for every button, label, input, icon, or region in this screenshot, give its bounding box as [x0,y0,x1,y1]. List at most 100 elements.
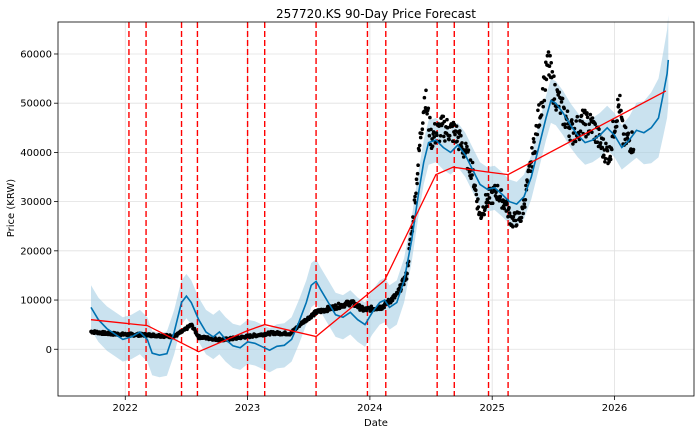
actual-price-point [415,171,420,176]
actual-price-point [567,134,571,138]
actual-price-point [532,140,536,144]
actual-price-point [468,158,473,162]
actual-price-point [420,131,424,136]
actual-price-point [552,97,557,101]
actual-price-point [523,198,528,202]
actual-price-point [451,139,455,143]
actual-price-point [631,147,636,152]
actual-price-point [493,183,497,188]
actual-price-point [414,177,419,181]
actual-price-point [342,305,347,309]
actual-price-point [623,125,628,130]
actual-price-point [626,131,631,136]
actual-price-point [603,160,607,164]
actual-price-point [454,124,459,128]
y-tick-label: 60000 [20,49,52,60]
actual-price-point [521,211,525,216]
actual-price-point [593,122,597,126]
actual-price-point [519,215,524,220]
actual-price-point [473,183,478,188]
actual-price-point [428,115,432,120]
actual-price-point [570,118,574,122]
actual-price-point [610,147,614,152]
actual-price-point [574,119,578,123]
actual-price-point [587,122,591,126]
actual-price-point [482,212,487,217]
actual-price-point [549,61,553,65]
actual-price-point [571,131,576,135]
x-tick-label: 2026 [602,403,627,414]
actual-price-point [585,111,589,115]
actual-price-point [565,109,570,113]
actual-price-point [535,132,540,137]
actual-price-point [432,135,437,139]
trend-line [90,90,667,353]
actual-price-point [412,198,417,202]
actual-price-point [499,188,504,192]
actual-price-point [550,70,555,74]
actual-price-point [533,150,537,154]
x-tick-label: 2023 [235,403,260,414]
actual-price-point [552,74,556,78]
actual-price-point [536,108,540,113]
actual-price-point [583,108,587,113]
actual-price-point [548,53,552,58]
actual-price-point [447,137,451,142]
actual-price-point [476,197,480,201]
actual-price-point [461,155,466,159]
actual-price-point [415,181,419,186]
actual-price-point [390,298,395,303]
actual-price-point [597,127,601,131]
actual-price-point [505,202,509,206]
actual-price-point [404,277,409,281]
actual-price-point [502,206,507,211]
actual-price-point [590,130,594,135]
y-tick-label: 20000 [20,246,52,257]
actual-price-point [598,141,603,145]
actual-price-point [585,115,590,120]
actual-price-point [608,157,613,162]
actual-price-point [619,108,623,113]
actual-price-point [529,169,533,173]
x-tick-label: 2022 [113,403,138,414]
actual-price-point [447,133,452,138]
actual-price-point [416,163,420,167]
actual-price-point [498,194,503,199]
actual-price-point [445,125,450,130]
y-axis-label: Price (KRW) [6,179,17,237]
actual-price-point [190,323,195,328]
actual-price-point [427,133,432,138]
actual-price-point [413,194,417,199]
x-axis-label: Date [364,418,388,429]
actual-price-point [547,64,552,68]
actual-price-point [431,130,436,134]
uncertainty-band [91,15,669,378]
actual-price-point [414,191,418,196]
actual-price-point [513,218,518,223]
actual-price-point [487,196,492,200]
actual-price-point [490,201,495,205]
actual-price-point [425,112,429,116]
actual-price-point [469,176,473,180]
actual-price-point [453,132,457,137]
actual-price-point [435,133,439,137]
actual-price-point [445,117,449,122]
actual-price-point [465,144,469,149]
actual-price-point [470,160,475,165]
y-tick-label: 40000 [20,148,52,159]
actual-price-point [456,135,461,140]
actual-price-point [583,122,588,127]
forecast-line [90,59,670,357]
actual-price-point [495,183,500,188]
actual-price-point [608,154,612,159]
actual-price-point [614,124,619,129]
actual-price-point [474,188,478,192]
actual-price-point [543,88,548,92]
actual-price-point [486,192,490,197]
actual-price-point [553,82,557,87]
x-axis-ticks: 2022 2023 2024 2025 2026 [113,396,627,414]
actual-price-point [424,88,428,93]
actual-price-point [442,119,447,124]
actual-price-point [558,111,563,115]
actual-price-point [511,215,516,219]
